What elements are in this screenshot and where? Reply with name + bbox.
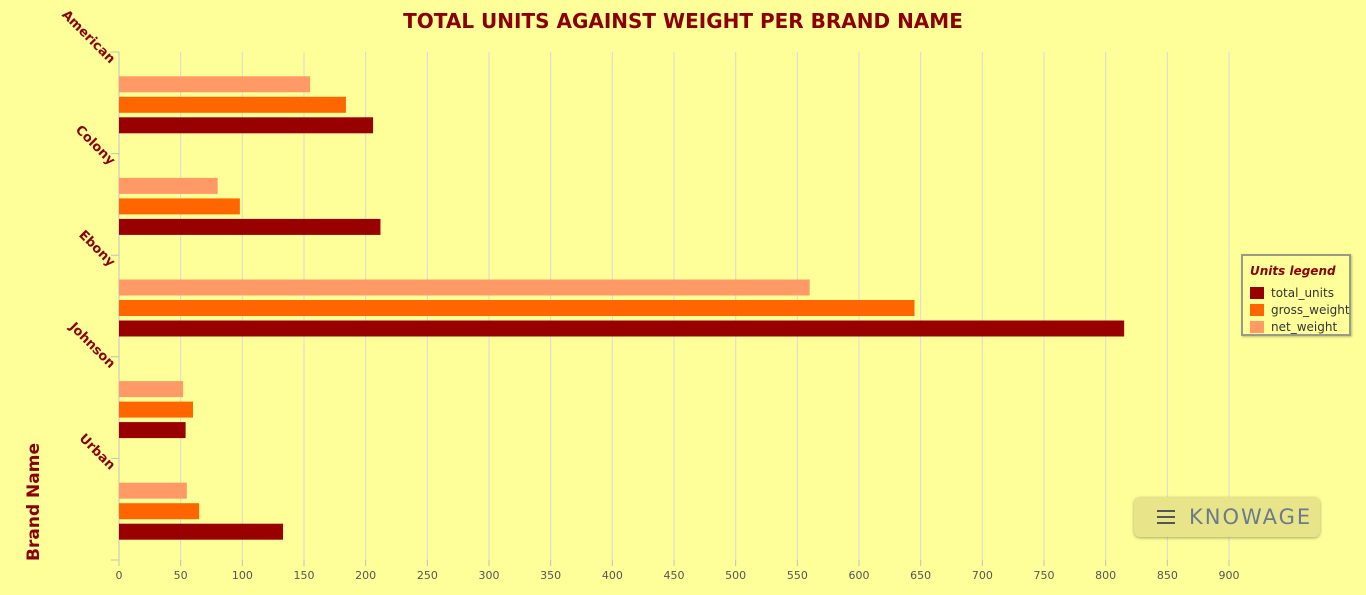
bar-net-weight	[119, 381, 184, 398]
x-tick-label: 500	[725, 569, 746, 582]
x-tick-label: 0	[116, 569, 123, 582]
x-tick-label: 900	[1219, 569, 1240, 582]
x-tick-label: 250	[417, 569, 438, 582]
x-tick-label: 700	[972, 569, 993, 582]
legend-label: net_weight	[1271, 320, 1338, 334]
bar-total-units	[119, 320, 1125, 337]
hamburger-menu-icon[interactable]	[1157, 510, 1175, 524]
legend-swatch-total-units	[1250, 287, 1264, 299]
x-tick-label: 350	[540, 569, 561, 582]
y-category-label: Urban	[76, 431, 118, 473]
bar-total-units	[119, 117, 374, 134]
x-tick-label: 300	[479, 569, 500, 582]
bar-total-units	[119, 422, 186, 439]
chart-legend: Units legend total_units gross_weight ne…	[1241, 254, 1351, 336]
bar-gross-weight	[119, 503, 200, 520]
x-tick-label: 800	[1095, 569, 1116, 582]
chart-title: TOTAL UNITS AGAINST WEIGHT PER BRAND NAM…	[403, 9, 963, 33]
bar-net-weight	[119, 482, 187, 499]
bar-gross-weight	[119, 401, 193, 418]
x-tick-label: 750	[1034, 569, 1055, 582]
legend-label: total_units	[1271, 286, 1334, 300]
knowage-menu-button[interactable]: KNOWAGE	[1134, 497, 1320, 537]
legend-item-net-weight[interactable]: net_weight	[1250, 320, 1337, 334]
bar-gross-weight	[119, 198, 240, 215]
bar-total-units	[119, 523, 284, 540]
y-category-label: Colony	[72, 123, 118, 169]
y-category-label: Johnson	[65, 319, 117, 371]
legend-label: gross_weight	[1271, 303, 1350, 317]
x-tick-label: 450	[664, 569, 685, 582]
y-axis-title: Brand Name	[24, 443, 44, 561]
x-tick-label: 200	[355, 569, 376, 582]
bar-total-units	[119, 218, 381, 235]
x-tick-label: 150	[294, 569, 315, 582]
legend-item-gross-weight[interactable]: gross_weight	[1250, 303, 1350, 317]
legend-title: Units legend	[1250, 264, 1336, 278]
legend-item-total-units[interactable]: total_units	[1250, 286, 1334, 300]
knowage-logo: KNOWAGE	[1189, 505, 1313, 529]
x-tick-label: 600	[849, 569, 870, 582]
bar-gross-weight	[119, 96, 346, 113]
bar-net-weight	[119, 177, 218, 194]
x-tick-label: 850	[1157, 569, 1178, 582]
x-tick-label: 400	[602, 569, 623, 582]
legend-swatch-gross-weight	[1250, 304, 1264, 316]
bar-gross-weight	[119, 300, 915, 316]
bar-net-weight	[119, 279, 810, 296]
x-tick-label: 650	[910, 569, 931, 582]
x-tick-label: 50	[174, 569, 188, 582]
bar-net-weight	[119, 76, 311, 93]
legend-swatch-net-weight	[1250, 321, 1264, 333]
y-category-label: American	[58, 7, 117, 66]
y-category-label: Ebony	[75, 228, 118, 271]
x-tick-label: 550	[787, 569, 808, 582]
x-tick-label: 100	[232, 569, 253, 582]
